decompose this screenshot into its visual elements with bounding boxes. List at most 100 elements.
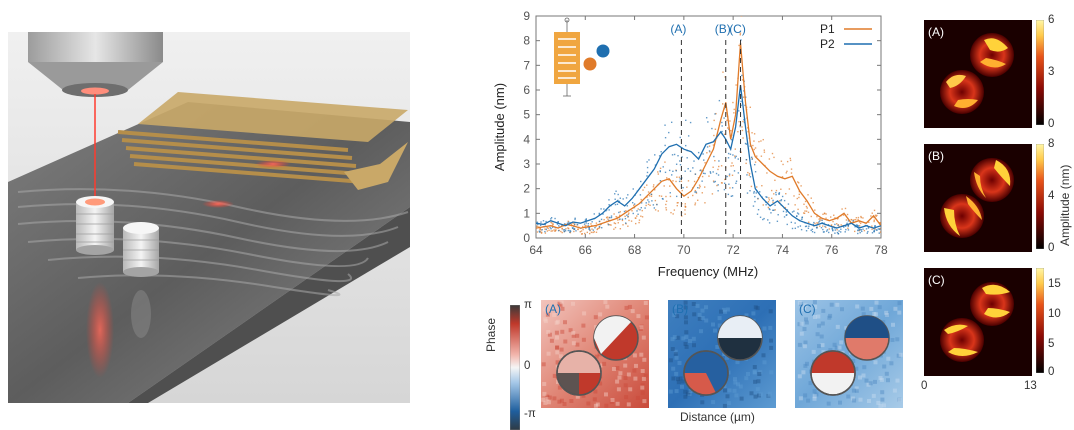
phase-speckle — [816, 314, 821, 319]
phase-speckle — [678, 376, 683, 381]
phase-speckle — [766, 393, 771, 398]
scatter-point-p2 — [770, 212, 772, 214]
scatter-point-p2 — [811, 228, 814, 231]
phase-speckle — [683, 315, 688, 320]
scatter-point-p2 — [618, 211, 620, 214]
scatter-point-p2 — [837, 224, 839, 227]
scatter-point-p1 — [810, 215, 812, 218]
scatter-point-p1 — [573, 228, 575, 230]
scatter-point-p2 — [741, 74, 743, 77]
scatter-point-p1 — [734, 155, 736, 157]
scatter-point-p2 — [768, 222, 771, 224]
phase-speckle — [854, 388, 859, 393]
scatter-point-p1 — [842, 214, 845, 216]
scatter-point-p2 — [585, 219, 587, 221]
scatter-point-p1 — [551, 230, 554, 232]
scatter-point-p2 — [714, 113, 716, 115]
scatter-point-p1 — [648, 195, 651, 197]
phase-speckle — [812, 394, 817, 399]
interdigital-transducer-illustration — [117, 92, 408, 190]
laser-reflection — [86, 282, 114, 378]
scatter-point-p1 — [713, 119, 715, 122]
scatter-point-p1 — [580, 233, 583, 235]
phase-speckle — [828, 313, 833, 318]
phase-speckle — [723, 309, 728, 314]
phase-speckle — [549, 338, 554, 343]
scatter-point-p1 — [841, 208, 843, 210]
phase-speckle — [636, 314, 641, 319]
scatter-point-p2 — [865, 228, 868, 230]
scatter-point-p1 — [590, 231, 593, 234]
device-render-illustration — [8, 32, 410, 403]
phase-speckle — [864, 378, 869, 383]
phase-speckle — [616, 387, 621, 392]
phase-speckle — [541, 397, 546, 402]
phase-map-c — [795, 300, 903, 408]
scatter-point-p2 — [646, 161, 648, 163]
phase-speckle — [727, 388, 732, 393]
phase-speckle — [721, 307, 726, 312]
phase-speckle — [545, 312, 550, 317]
phase-speckle — [558, 303, 563, 308]
scatter-point-p2 — [631, 201, 634, 204]
scatter-point-p2 — [598, 213, 601, 216]
phase-speckle — [555, 345, 560, 350]
scatter-point-p2 — [672, 170, 674, 173]
scatter-point-p1 — [665, 209, 668, 211]
scatter-point-p2 — [540, 221, 542, 223]
phase-speckle — [851, 359, 856, 363]
scatter-point-p1 — [879, 231, 881, 233]
phase-speckle — [554, 320, 559, 325]
scatter-point-p2 — [843, 226, 845, 228]
amplitude-colorbar-c — [1036, 268, 1044, 373]
y-tick-label: 6 — [523, 83, 530, 97]
phase-speckle — [769, 370, 774, 375]
scatter-point-p1 — [747, 171, 749, 174]
scatter-point-p2 — [745, 143, 748, 145]
phase-speckle — [752, 370, 757, 375]
scatter-point-p1 — [619, 211, 621, 213]
scatter-point-p2 — [625, 197, 628, 199]
scatter-point-p1 — [797, 181, 799, 183]
scatter-point-p2 — [752, 205, 755, 207]
phase-speckle — [871, 393, 876, 398]
phase-speckle — [878, 403, 883, 408]
scatter-point-p1 — [773, 156, 775, 159]
phase-tick-top: π — [524, 299, 532, 311]
scatter-point-p1 — [698, 187, 701, 189]
scatter-point-p2 — [721, 125, 723, 127]
scatter-point-p1 — [858, 224, 861, 227]
phase-speckle — [670, 347, 675, 351]
phase-speckle — [581, 393, 586, 398]
phase-speckle — [676, 380, 681, 385]
phase-speckle — [680, 384, 684, 389]
scatter-point-p1 — [694, 189, 697, 192]
scatter-point-p2 — [739, 125, 741, 128]
scatter-point-p1 — [814, 222, 816, 225]
scatter-point-p1 — [638, 219, 641, 221]
phase-speckle — [877, 305, 882, 310]
scatter-point-p2 — [721, 130, 723, 133]
scatter-point-p2 — [662, 198, 664, 200]
scatter-point-p2 — [682, 186, 684, 189]
scatter-point-p1 — [829, 216, 832, 218]
phase-speckle — [835, 324, 840, 329]
scatter-point-p1 — [704, 186, 706, 188]
phase-speckle — [558, 354, 563, 359]
phase-tick-bottom: -π — [524, 408, 536, 420]
phase-speckle — [733, 380, 738, 385]
phase-speckle — [638, 327, 643, 331]
objective-lens-illustration — [28, 32, 163, 97]
phase-speckle — [868, 381, 873, 386]
phase-speckle — [886, 378, 890, 383]
scatter-point-p1 — [782, 163, 784, 166]
scatter-point-p1 — [561, 231, 563, 234]
scatter-point-p1 — [818, 218, 820, 220]
scatter-point-p1 — [745, 162, 747, 165]
phase-speckle — [804, 317, 808, 322]
scatter-point-p1 — [781, 176, 784, 178]
scatter-point-p2 — [793, 210, 795, 212]
scatter-point-p2 — [846, 222, 848, 225]
scatter-point-p1 — [567, 220, 569, 223]
scatter-point-p2 — [658, 155, 661, 157]
